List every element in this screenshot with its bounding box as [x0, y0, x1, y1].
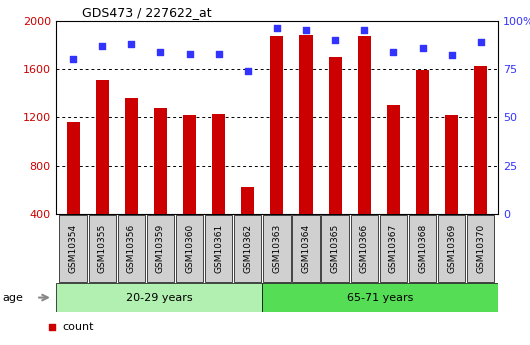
Point: [418, 45, 427, 50]
Point: [331, 37, 339, 43]
Text: GSM10363: GSM10363: [272, 224, 281, 273]
Text: GSM10364: GSM10364: [302, 224, 311, 273]
FancyBboxPatch shape: [467, 215, 494, 282]
Bar: [474, 66, 487, 262]
Text: GSM10368: GSM10368: [418, 224, 427, 273]
FancyBboxPatch shape: [438, 215, 465, 282]
Text: count: count: [63, 322, 94, 332]
Point: [322, 206, 331, 211]
Point: [127, 41, 136, 47]
Text: GSM10362: GSM10362: [243, 224, 252, 273]
FancyBboxPatch shape: [89, 215, 116, 282]
Bar: [270, 37, 284, 262]
Text: GSM10356: GSM10356: [127, 224, 136, 273]
Text: GSM10361: GSM10361: [214, 224, 223, 273]
FancyBboxPatch shape: [59, 215, 87, 282]
Text: GDS473 / 227622_at: GDS473 / 227622_at: [82, 6, 212, 19]
Text: 65-71 years: 65-71 years: [347, 293, 413, 303]
FancyBboxPatch shape: [262, 283, 498, 312]
Point: [476, 39, 485, 45]
FancyBboxPatch shape: [293, 215, 320, 282]
Text: 20-29 years: 20-29 years: [126, 293, 192, 303]
FancyBboxPatch shape: [118, 215, 145, 282]
Bar: [387, 105, 400, 262]
Point: [447, 53, 456, 58]
Bar: [212, 114, 225, 262]
FancyBboxPatch shape: [379, 215, 407, 282]
Bar: [445, 115, 458, 262]
FancyBboxPatch shape: [147, 215, 174, 282]
Text: GSM10354: GSM10354: [68, 224, 77, 273]
Text: GSM10360: GSM10360: [185, 224, 194, 273]
Bar: [154, 108, 167, 262]
Bar: [96, 80, 109, 262]
Bar: [416, 70, 429, 262]
Bar: [183, 115, 196, 262]
FancyBboxPatch shape: [409, 215, 436, 282]
Text: GSM10365: GSM10365: [331, 224, 340, 273]
Bar: [241, 187, 254, 262]
FancyBboxPatch shape: [205, 215, 232, 282]
Point: [69, 57, 77, 62]
Text: GSM10367: GSM10367: [389, 224, 398, 273]
Text: age: age: [3, 293, 24, 303]
FancyBboxPatch shape: [322, 215, 349, 282]
Text: GSM10366: GSM10366: [360, 224, 369, 273]
Text: GSM10355: GSM10355: [98, 224, 107, 273]
Bar: [125, 98, 138, 262]
Point: [273, 26, 281, 31]
Point: [244, 68, 252, 74]
Bar: [329, 57, 342, 262]
Point: [389, 49, 398, 55]
Point: [186, 51, 194, 56]
FancyBboxPatch shape: [56, 283, 262, 312]
Text: GSM10359: GSM10359: [156, 224, 165, 273]
FancyBboxPatch shape: [176, 215, 204, 282]
Bar: [67, 121, 80, 262]
Text: GSM10370: GSM10370: [476, 224, 485, 273]
Bar: [299, 35, 313, 262]
FancyBboxPatch shape: [263, 215, 290, 282]
Point: [156, 49, 165, 55]
FancyBboxPatch shape: [234, 215, 261, 282]
Point: [302, 28, 310, 33]
Point: [360, 28, 368, 33]
Text: GSM10369: GSM10369: [447, 224, 456, 273]
Point: [98, 43, 107, 49]
Point: [215, 51, 223, 56]
FancyBboxPatch shape: [350, 215, 378, 282]
Bar: [358, 37, 371, 262]
